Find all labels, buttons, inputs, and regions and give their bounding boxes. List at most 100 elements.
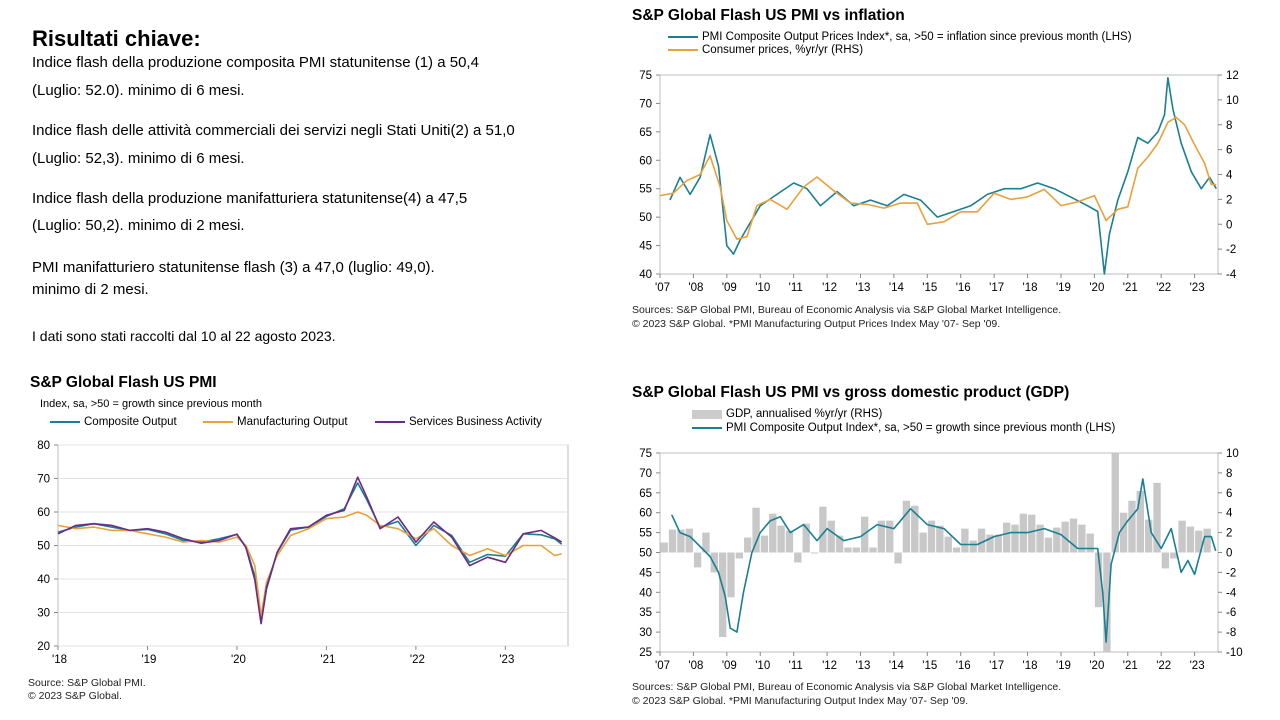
gdp-bar <box>1086 533 1094 553</box>
y2-tick-label: 10 <box>1226 448 1239 460</box>
y-tick-label: 55 <box>639 528 652 540</box>
gdp-bar <box>1036 524 1044 553</box>
x-tick-label: '17 <box>989 660 1004 672</box>
y-tick-label: 60 <box>639 508 652 520</box>
findings-title: Risultati chiave: <box>32 26 201 51</box>
y2-tick-label: -4 <box>1226 269 1237 281</box>
gdp-bar <box>760 535 769 553</box>
gdp-bar <box>1094 552 1103 608</box>
gdp-source: Sources: S&P Global PMI, Bureau of Econo… <box>632 681 1062 693</box>
y-tick-label: 50 <box>639 212 652 224</box>
legend-gdp: GDP, annualised %yr/yr (RHS) <box>692 408 882 420</box>
y-tick-label: 70 <box>639 98 652 110</box>
gdp-bar <box>769 513 777 553</box>
gdp-bar <box>685 528 693 553</box>
y2-tick-label: -6 <box>1226 607 1236 619</box>
gdp-bar <box>660 542 668 553</box>
y2-tick-label: 4 <box>1226 170 1233 182</box>
series-line <box>57 476 563 625</box>
x-tick-label: '12 <box>822 282 837 294</box>
gdp-bar <box>1136 490 1144 553</box>
finding-line: (Luglio: 52,3). minimo di 6 mesi. <box>32 150 245 167</box>
x-tick-label: '07 <box>655 660 670 672</box>
gdp-bar <box>785 530 794 553</box>
x-tick-label: '22 <box>410 654 425 666</box>
legend-label: PMI Composite Output Prices Index*, sa, … <box>702 31 1132 43</box>
y2-tick-label: 6 <box>1226 488 1232 500</box>
x-tick-label: '18 <box>52 654 67 666</box>
gdp-bar <box>994 534 1002 553</box>
y-tick-label: 65 <box>639 127 652 139</box>
x-tick-label: '15 <box>922 282 937 294</box>
legend-label: GDP, annualised %yr/yr (RHS) <box>726 408 883 420</box>
y-tick-label: 40 <box>639 587 652 599</box>
gdp-bar <box>727 552 735 598</box>
gdp-bar <box>1053 527 1061 553</box>
gdp-bar <box>944 536 952 553</box>
legend-pmi-composite: PMI Composite Output Index*, sa, >50 = g… <box>692 422 1115 434</box>
gdp-bar <box>1044 537 1053 553</box>
gdp-bar <box>1002 522 1011 553</box>
gdp-bar <box>1144 519 1153 553</box>
inflation-chart: 40 45 50 55 60 65 70 75 -4 -2 0 2 4 6 8 10 12 '07 '08 '09 '1… <box>639 70 1239 294</box>
x-tick-label: '12 <box>822 660 837 672</box>
gdp-bar <box>1069 518 1078 553</box>
gdp-bar <box>1103 552 1111 652</box>
x-tick-label: '13 <box>855 282 870 294</box>
y-tick-label: 30 <box>37 608 50 620</box>
x-tick-label: '13 <box>855 660 870 672</box>
x-tick-label: '10 <box>755 660 770 672</box>
x-tick-label: '17 <box>989 282 1004 294</box>
gdp-bar <box>986 534 994 553</box>
x-tick-label: '10 <box>755 282 770 294</box>
series-line <box>669 77 1217 275</box>
y-tick-label: 45 <box>639 241 652 253</box>
y-tick-label: 20 <box>37 641 50 653</box>
gdp-copyright: © 2023 S&P Global. *PMI Manufacturing Ou… <box>632 695 969 707</box>
y2-tick-label: 12 <box>1226 70 1239 82</box>
legend-prices: PMI Composite Output Prices Index*, sa, … <box>668 31 1132 43</box>
x-tick-label: '21 <box>320 654 335 666</box>
pmi-chart-title: S&P Global Flash US PMI <box>30 374 217 391</box>
gdp-bar <box>894 552 902 564</box>
x-tick-label: '16 <box>956 660 971 672</box>
y2-tick-label: 4 <box>1226 508 1233 520</box>
gdp-bar <box>919 532 927 553</box>
legend-label: Services Business Activity <box>409 416 542 428</box>
x-tick-label: '23 <box>1190 660 1205 672</box>
gdp-bar <box>969 540 977 553</box>
x-tick-label: '22 <box>1156 660 1171 672</box>
legend-label: PMI Composite Output Index*, sa, >50 = g… <box>726 422 1116 434</box>
finding-line: minimo di 2 mesi. <box>32 281 149 298</box>
finding-line: Indice flash della produzione composita … <box>32 54 479 71</box>
legend-label: Consumer prices, %yr/yr (RHS) <box>702 44 864 56</box>
x-tick-label: '14 <box>889 660 905 672</box>
x-tick-label: '21 <box>1123 282 1138 294</box>
x-tick-label: '20 <box>1089 282 1104 294</box>
gdp-bar <box>961 528 969 553</box>
x-tick-label: '15 <box>922 660 937 672</box>
gdp-bar <box>819 506 827 553</box>
y-tick-label: 45 <box>639 567 652 579</box>
gdp-bar <box>677 529 685 553</box>
legend-swatch <box>668 49 698 51</box>
gdp-bar <box>1128 500 1136 553</box>
gdp-bar <box>744 537 752 553</box>
x-tick-label: '09 <box>722 282 737 294</box>
gdp-bar <box>936 525 944 553</box>
gdp-bar <box>1011 524 1019 553</box>
x-tick-label: '19 <box>1056 282 1071 294</box>
gdp-bar <box>802 523 810 553</box>
legend-swatch <box>692 427 722 429</box>
pmi-chart-subtitle: Index, sa, >50 = growth since previous m… <box>40 398 262 410</box>
legend-consumer-prices: Consumer prices, %yr/yr (RHS) <box>668 44 863 56</box>
inflation-copyright: © 2023 S&P Global. *PMI Manufacturing Ou… <box>632 318 1001 330</box>
x-tick-label: '11 <box>789 282 803 294</box>
gdp-bar <box>702 532 710 553</box>
y2-tick-label: -8 <box>1226 627 1236 639</box>
pmi-chart: 20 30 40 50 60 70 80 '18 '19 '20 '21 '22 '23 <box>37 440 569 666</box>
gdp-bar <box>794 552 802 563</box>
finding-line: (Luglio: 50,2). minimo di 2 mesi. <box>32 217 245 234</box>
gdp-bar <box>1078 524 1086 553</box>
series-line <box>57 482 563 624</box>
